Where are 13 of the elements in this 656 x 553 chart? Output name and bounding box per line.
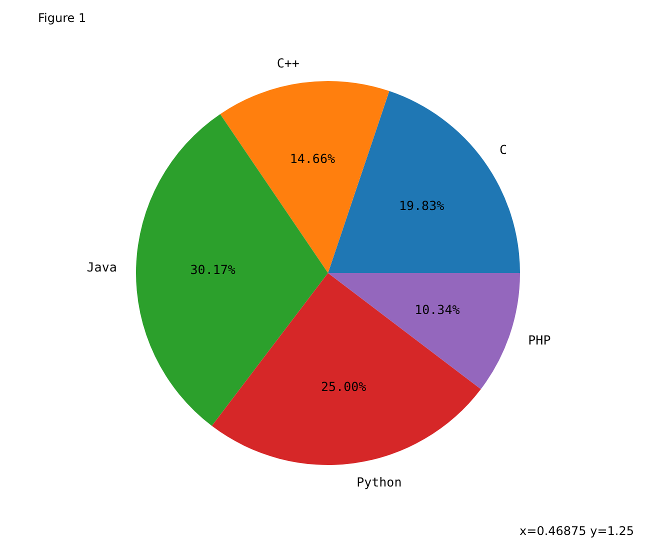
- text: x=0.46875 y=1.25: [520, 524, 634, 538]
- data-label: 14.66%: [290, 150, 336, 166]
- slice-label: Python: [356, 474, 402, 490]
- chart-title: Figure 1: [38, 11, 86, 25]
- slice-label: C: [500, 142, 508, 157]
- slice-label: C++: [276, 56, 300, 71]
- data-label: 10.34%: [414, 302, 460, 317]
- data-label: 19.83%: [398, 198, 445, 213]
- pie-slice: [212, 273, 481, 465]
- slice-label: Java: [86, 259, 117, 274]
- data-label: 25.00%: [321, 379, 367, 394]
- slice-label: PHP: [528, 332, 551, 348]
- data-label: 30.17%: [190, 262, 236, 277]
